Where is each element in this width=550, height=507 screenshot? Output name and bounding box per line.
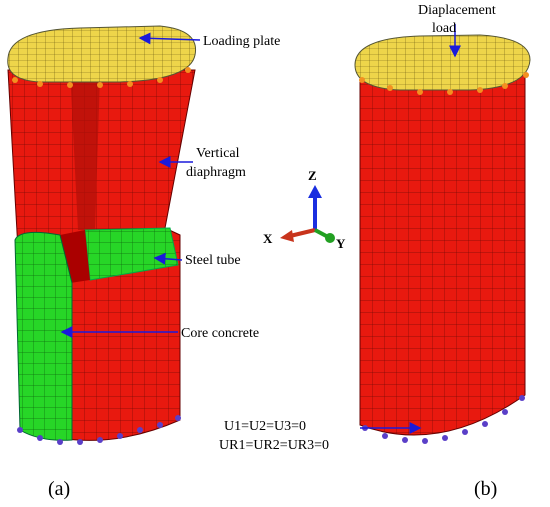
core-concrete <box>14 231 73 441</box>
loading-plate-b <box>354 34 531 91</box>
annotation: Loading plate <box>203 34 280 49</box>
axis-triad: Z X Y <box>263 168 346 251</box>
diaphragm-shadow <box>70 70 100 230</box>
supports-a <box>17 415 181 445</box>
z-head <box>308 185 322 198</box>
callout-arrows <box>60 24 461 434</box>
load-arrows-b <box>359 72 529 95</box>
annotation: U1=U2=U3=0 <box>224 419 306 434</box>
annotation: Diaplacement <box>418 3 496 18</box>
panel-label: (b) <box>474 478 497 500</box>
loading-plate-a <box>7 25 197 83</box>
y-head <box>325 233 335 243</box>
y-label: Y <box>336 236 346 251</box>
x-head <box>280 230 294 242</box>
model-b <box>354 34 531 444</box>
panel-label: (a) <box>48 478 70 500</box>
x-label: X <box>263 231 273 246</box>
annotation: diaphragm <box>186 165 246 180</box>
annotation: load <box>432 21 456 36</box>
core-top <box>84 227 179 281</box>
annotation: Steel tube <box>185 253 241 268</box>
annotation: Vertical <box>196 146 240 161</box>
annotation: Core concrete <box>181 326 259 341</box>
steel-tube-b <box>359 69 526 436</box>
load-arrows-a <box>12 67 191 88</box>
x-axis <box>289 228 316 238</box>
model-a <box>7 25 197 445</box>
z-label: Z <box>308 168 317 183</box>
annotation: UR1=UR2=UR3=0 <box>219 438 329 453</box>
supports-b <box>362 395 525 444</box>
